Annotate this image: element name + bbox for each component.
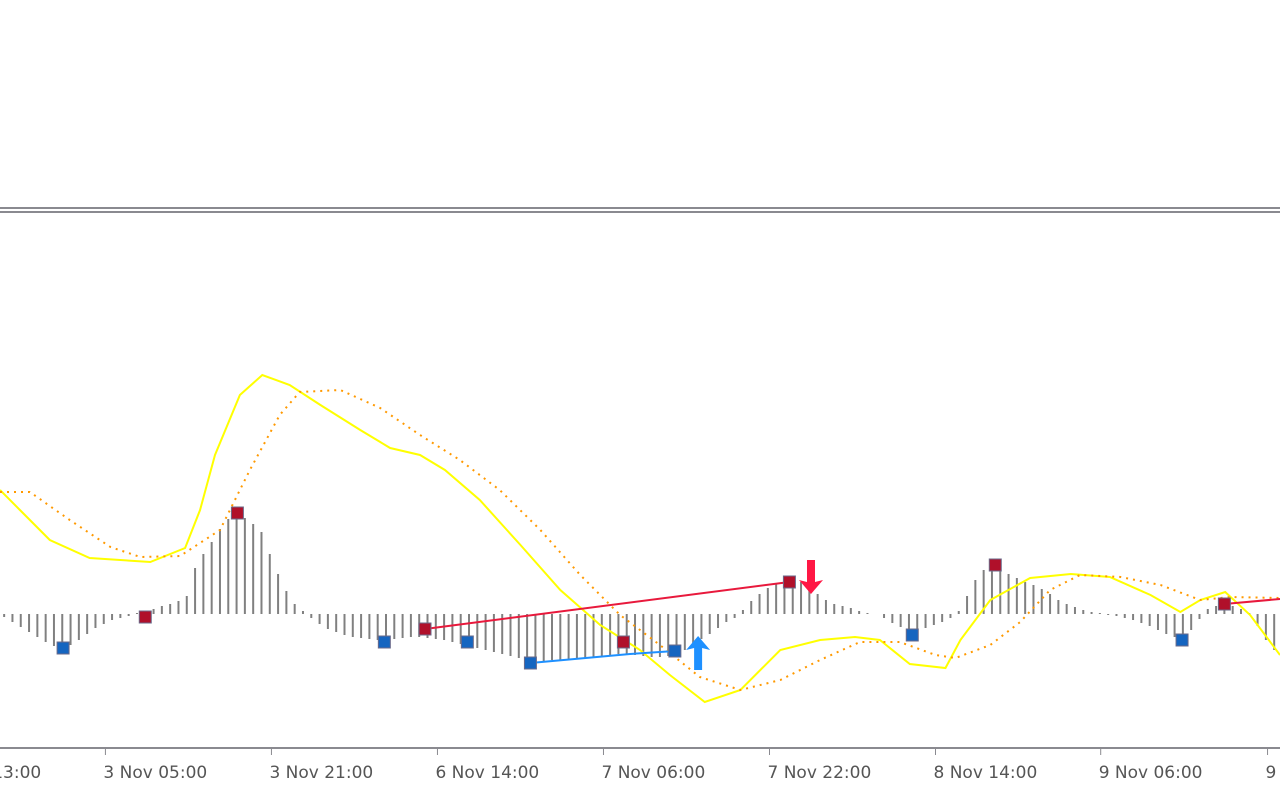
indicator-line [0,373,1280,704]
x-tick-label: 6 Nov 14:00 [435,763,539,783]
signal-marker [1175,633,1189,647]
x-tick-label: 3 Nov 21:00 [269,763,373,783]
time-axis: 2 Nov 13:00 3 Nov 05:00 3 Nov 21:00 6 Nov 1… [0,748,1280,783]
indicator-line [1224,598,1280,605]
signal-marker [138,610,152,624]
x-tick-label: 7 Nov 06:00 [601,763,705,783]
signal-marker [377,635,391,649]
x-tick-label: 7 Nov 22:00 [767,763,871,783]
signal-marker [418,622,432,636]
signal-marker [988,558,1002,572]
x-tick-label: 9 Nov 22:00 [1266,763,1280,783]
signal-marker [1217,597,1231,611]
signal-marker [230,506,244,520]
x-tick-label: 8 Nov 14:00 [934,763,1038,783]
x-tick-label: 2 Nov 13:00 [0,763,41,783]
signal-marker [56,641,70,655]
buy-arrow [686,636,711,670]
signal-marker [782,575,796,589]
x-tick-label: 3 Nov 05:00 [103,763,207,783]
x-tick-label: 9 Nov 06:00 [1099,763,1203,783]
indicator-line [424,581,790,630]
indicator-line [530,650,675,664]
sell-arrow [798,560,823,594]
signal-marker [668,644,682,658]
signal-marker [523,656,537,670]
indicator-line [0,388,1280,692]
signal-marker [905,628,919,642]
indicator-panel [0,373,1280,704]
signal-marker [616,635,630,649]
signal-marker [460,635,474,649]
